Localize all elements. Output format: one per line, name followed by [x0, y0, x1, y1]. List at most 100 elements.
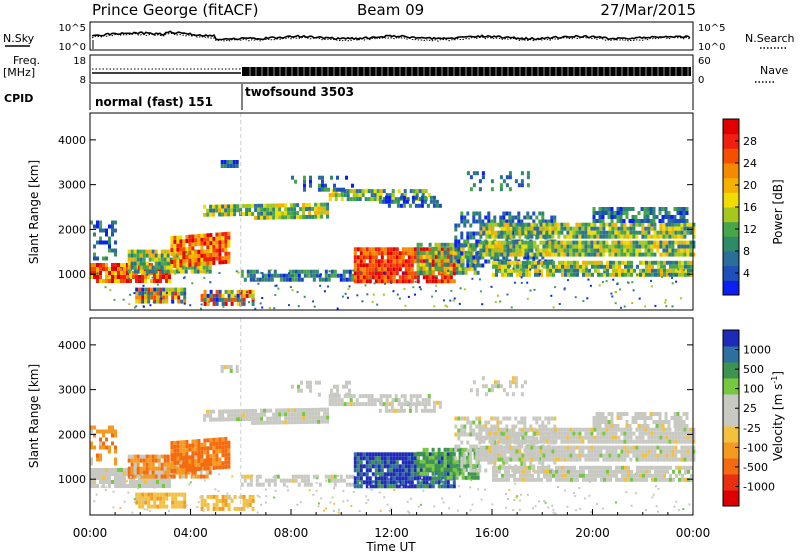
power-cell — [517, 215, 521, 220]
power-cell — [248, 289, 252, 294]
power-cell — [139, 253, 143, 258]
velocity-cell — [425, 480, 429, 485]
velocity-cell — [209, 413, 213, 418]
power-cell — [171, 299, 175, 304]
power-cell — [675, 272, 678, 277]
velocity-cell — [542, 449, 546, 454]
power-cell — [653, 244, 657, 249]
velocity-cell — [446, 460, 450, 465]
power-cell — [291, 175, 294, 180]
power-cell — [404, 275, 408, 280]
power-cell — [233, 204, 237, 209]
velocity-cell — [412, 394, 416, 399]
velocity-cell — [206, 494, 210, 499]
power-cell — [478, 211, 482, 216]
velocity-cell — [157, 466, 161, 471]
power-cell — [361, 193, 365, 198]
power-cell — [521, 240, 525, 245]
velocity-cell — [99, 472, 102, 476]
power-cell — [491, 234, 495, 239]
power-cell — [632, 234, 636, 239]
power-scatter — [490, 285, 493, 288]
velocity-cell — [683, 435, 687, 440]
velocity-cell — [215, 417, 219, 422]
velocity-cell — [133, 454, 137, 459]
velocity-cell — [520, 460, 524, 465]
velocity-cell — [251, 494, 255, 499]
power-cell — [632, 222, 636, 227]
velocity-cell — [243, 478, 247, 483]
power-cell — [607, 215, 611, 219]
velocity-cell — [114, 480, 117, 484]
velocity-cell — [308, 419, 312, 424]
power-cell — [206, 253, 210, 258]
velocity-cell — [90, 425, 93, 430]
velocity-cell — [382, 402, 386, 407]
velocity-cell — [401, 464, 405, 469]
velocity-cell — [428, 455, 432, 460]
power-cell — [326, 202, 330, 207]
velocity-cell — [114, 449, 117, 454]
velocity-cell — [305, 420, 309, 424]
power-cell — [599, 230, 603, 235]
power-cell — [680, 226, 684, 231]
power-scatter — [277, 287, 280, 290]
power-cell — [120, 263, 123, 267]
power-cell — [209, 237, 213, 242]
power-cell — [637, 219, 641, 223]
power-scatter — [209, 281, 212, 284]
velocity-cell — [446, 447, 450, 452]
power-cell — [392, 263, 396, 268]
power-cell — [428, 258, 432, 263]
power-scatter — [371, 300, 374, 303]
velocity-cell — [422, 447, 426, 452]
velocity-cell — [449, 471, 453, 476]
power-cell — [579, 264, 582, 269]
velocity-cell — [494, 453, 498, 458]
power-cell — [545, 230, 549, 235]
velocity-cell — [368, 476, 372, 481]
velocity-cell — [427, 402, 431, 407]
velocity-cell — [454, 432, 458, 437]
velocity-cell — [401, 468, 405, 473]
velocity-cell — [469, 452, 473, 457]
velocity-cell — [425, 456, 429, 461]
power-colorbar-swatch — [723, 177, 739, 193]
velocity-cell — [374, 484, 378, 489]
power-cell — [315, 273, 319, 278]
velocity-cell — [458, 459, 462, 464]
power-scatter — [344, 292, 347, 295]
velocity-cell — [515, 449, 519, 454]
power-cell — [419, 255, 423, 260]
power-cell — [533, 244, 537, 249]
velocity-cell — [437, 471, 441, 476]
power-cell — [487, 219, 491, 224]
power-cell — [515, 222, 519, 227]
power-cell — [625, 215, 629, 219]
power-cell — [449, 263, 453, 268]
power-cell — [469, 263, 473, 268]
velocity-cell — [278, 420, 282, 425]
velocity-cell — [653, 457, 657, 462]
power-scatter — [257, 282, 260, 285]
power-cell — [454, 235, 458, 240]
power-cell — [590, 234, 594, 239]
velocity-cell — [629, 457, 633, 462]
velocity-cell — [395, 484, 399, 489]
velocity-cell — [240, 482, 244, 487]
velocity-cell — [665, 453, 669, 458]
velocity-cell — [692, 427, 696, 432]
velocity-cell — [197, 463, 201, 467]
power-cell — [317, 206, 321, 211]
velocity-cell — [421, 398, 425, 403]
power-scatter — [539, 270, 541, 273]
power-cell — [551, 234, 555, 239]
freq-label-2: [MHz] — [3, 66, 35, 79]
power-cell — [595, 219, 599, 223]
power-cell — [663, 264, 666, 269]
power-cell — [548, 248, 552, 253]
power-cell — [130, 265, 134, 270]
power-cell — [460, 231, 464, 236]
power-cell — [428, 254, 432, 259]
power-cell — [525, 268, 528, 273]
